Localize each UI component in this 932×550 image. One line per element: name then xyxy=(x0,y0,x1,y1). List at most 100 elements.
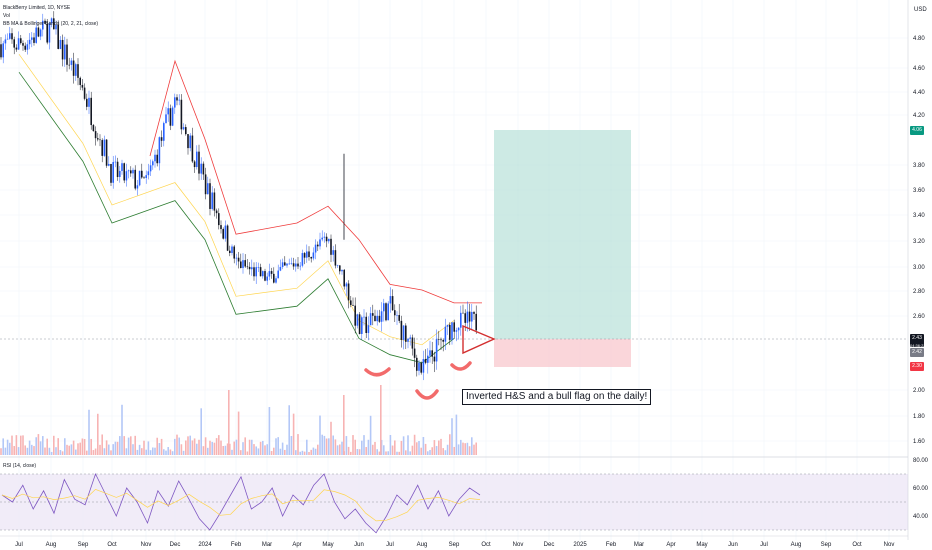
candle-body xyxy=(50,18,53,24)
candle-body xyxy=(233,246,235,259)
candle-body xyxy=(380,311,383,322)
price-label-entry: 2.42 xyxy=(910,348,924,357)
volume-bar xyxy=(75,449,77,455)
indicator-legend[interactable]: Vol xyxy=(3,13,10,19)
candle-body xyxy=(422,359,425,373)
volume-bar xyxy=(110,450,112,455)
candle-body xyxy=(343,269,345,287)
candle-body xyxy=(440,339,442,341)
volume-bar xyxy=(312,447,315,455)
volume-bar xyxy=(264,445,266,455)
annotation-callout[interactable]: Inverted H&S and a bull flag on the dail… xyxy=(462,389,652,405)
volume-bar xyxy=(222,445,224,455)
candle-body xyxy=(312,252,315,259)
candle-body xyxy=(301,253,304,266)
candle-body xyxy=(354,305,356,326)
candle-body xyxy=(229,250,231,254)
volume-bar xyxy=(94,448,97,455)
candle-body xyxy=(200,163,202,174)
volume-bar xyxy=(123,436,125,455)
volume-bar xyxy=(226,443,229,455)
volume-bar xyxy=(160,438,163,455)
candle-body xyxy=(218,213,220,226)
x-tick-label: Oct xyxy=(107,542,117,548)
volume-bar xyxy=(66,444,68,455)
volume-bar xyxy=(17,447,20,455)
y-tick-label: 1.60 xyxy=(913,439,925,445)
candle-body xyxy=(345,283,348,287)
candle-body xyxy=(317,244,319,247)
volume-bar xyxy=(321,434,323,455)
volume-bar xyxy=(451,418,453,455)
volume-bar xyxy=(167,447,169,455)
indicator-legend[interactable]: BB MA & Bollinger Bands (20, 2, 21, clos… xyxy=(3,21,98,27)
candle-body xyxy=(411,337,414,349)
candle-body xyxy=(242,260,244,269)
x-tick-label: Jun xyxy=(354,542,364,548)
candle-body xyxy=(22,43,24,46)
candle-body xyxy=(83,87,86,99)
volume-bar xyxy=(279,448,282,455)
bull-flag-triangle[interactable] xyxy=(462,324,496,355)
volume-bar xyxy=(266,444,268,455)
candle-body xyxy=(226,225,229,251)
candle-body xyxy=(196,151,198,168)
candle-body xyxy=(376,315,378,322)
x-tick-label: May xyxy=(322,542,333,548)
candle-body xyxy=(222,229,224,239)
x-tick-label: Feb xyxy=(606,542,617,548)
volume-bar xyxy=(2,438,4,455)
volume-bar xyxy=(99,444,101,455)
bollinger-upper xyxy=(149,59,482,304)
left-shoulder-arc[interactable] xyxy=(364,367,391,377)
candle-body xyxy=(356,314,359,326)
volume-bar xyxy=(211,441,213,455)
candle-body xyxy=(394,310,396,316)
head-arc[interactable] xyxy=(415,389,439,400)
volume-bar xyxy=(26,447,29,455)
chart-title[interactable]: BlackBerry Limited, 1D, NYSE xyxy=(3,5,71,11)
long-position-target-zone[interactable] xyxy=(494,130,631,339)
volume-bar xyxy=(191,440,194,455)
y-tick-label: 4.60 xyxy=(913,66,925,72)
volume-bar xyxy=(70,444,73,455)
volume-bar xyxy=(468,446,471,455)
rsi-y-tick-label: 60.00 xyxy=(913,486,929,492)
candle-body xyxy=(429,350,431,356)
candle-body xyxy=(123,163,125,181)
volume-bar xyxy=(418,440,420,455)
long-position-stop-zone[interactable] xyxy=(494,339,631,367)
volume-bar xyxy=(253,444,255,455)
volume-bar xyxy=(350,451,352,455)
candle-body xyxy=(141,170,143,178)
volume-bar xyxy=(352,435,354,455)
volume-bar xyxy=(433,440,436,455)
volume-bar xyxy=(44,447,46,455)
right-shoulder-arc[interactable] xyxy=(450,361,472,371)
volume-bar xyxy=(345,436,348,455)
volume-bar xyxy=(187,436,189,455)
candle-body xyxy=(24,45,26,50)
volume-bar xyxy=(262,440,264,455)
volume-bar xyxy=(286,444,288,455)
x-tick-label: 2025 xyxy=(573,542,587,548)
candle-body xyxy=(438,339,440,340)
candle-body xyxy=(28,39,31,45)
volume-bar xyxy=(235,439,238,455)
volume-bar xyxy=(429,449,431,455)
volume-bar xyxy=(391,445,394,455)
candle-body xyxy=(473,312,475,314)
candle-body xyxy=(314,244,317,253)
candle-body xyxy=(321,237,323,240)
candle-body xyxy=(66,44,68,65)
y-tick-label: 2.00 xyxy=(913,388,925,394)
candle-body xyxy=(39,29,42,37)
volume-bar xyxy=(455,414,458,455)
volume-bar xyxy=(356,449,359,455)
candle-body xyxy=(11,33,13,40)
volume-bar xyxy=(449,434,451,455)
candle-body xyxy=(290,263,293,264)
candle-body xyxy=(147,171,150,176)
candle-body xyxy=(383,303,385,312)
volume-bar xyxy=(330,421,332,455)
